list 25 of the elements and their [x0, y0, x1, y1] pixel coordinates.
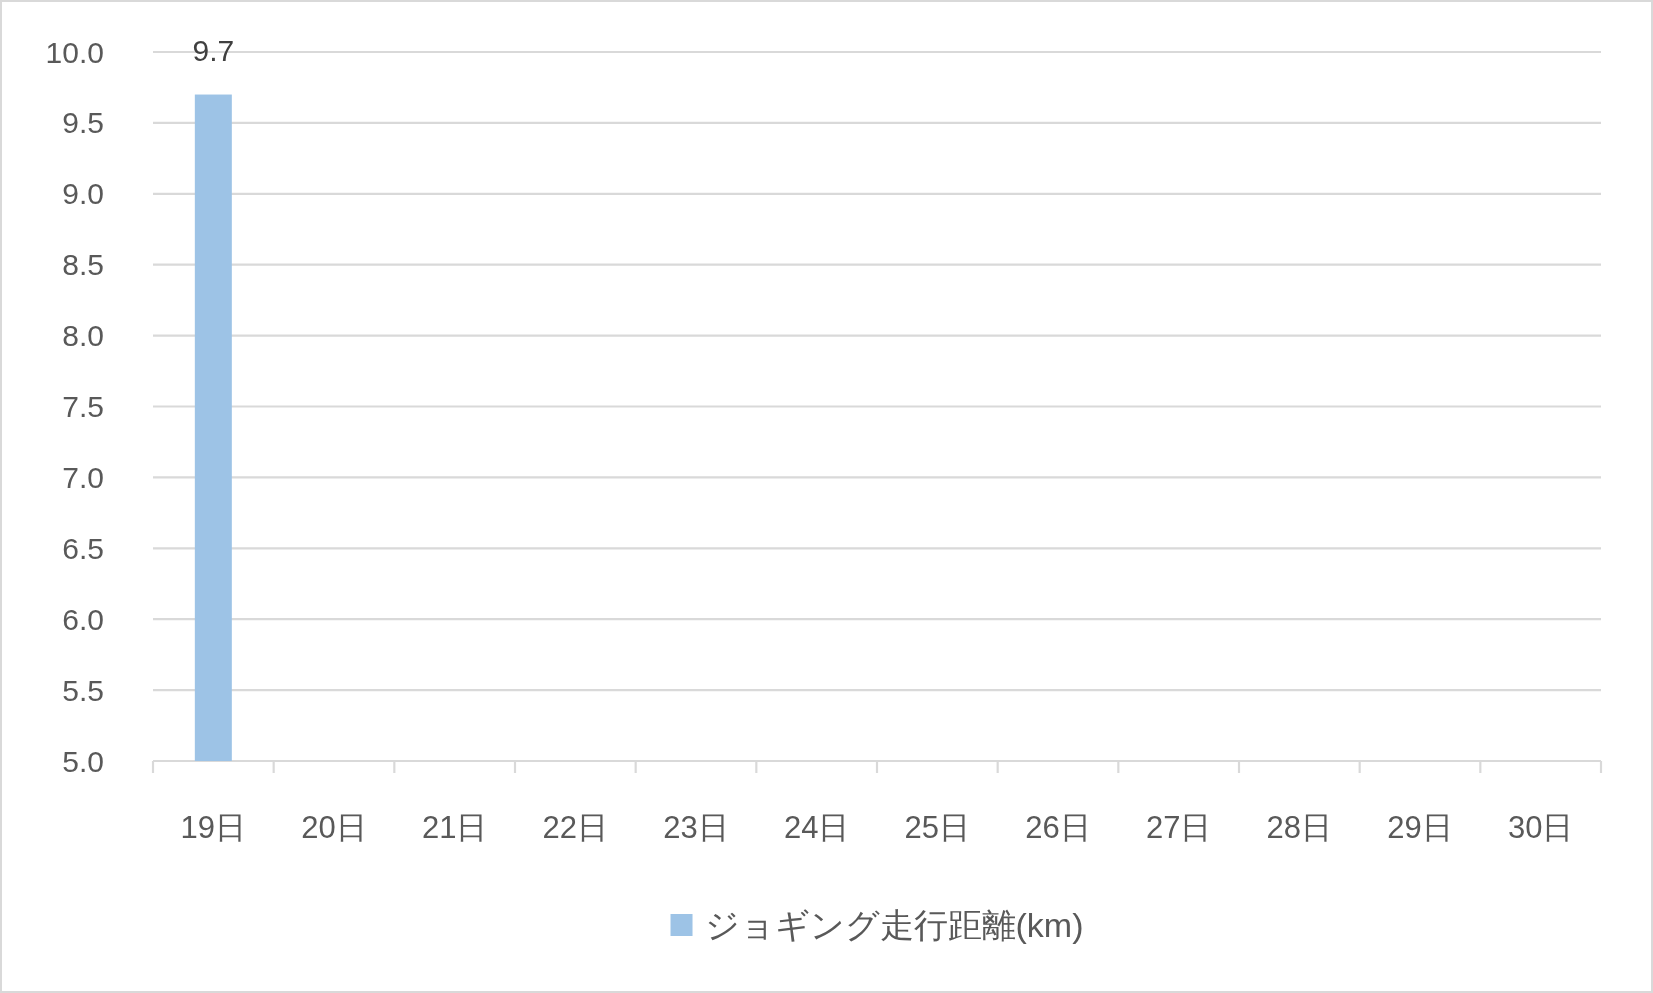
y-tick-label: 9.5: [62, 106, 104, 140]
x-tick-label: 30日: [1507, 810, 1574, 845]
x-tick-label: 26日: [1025, 810, 1091, 845]
y-tick-label: 7.0: [62, 460, 104, 494]
y-tick-label: 7.5: [62, 390, 104, 423]
y-tick-label: 6.0: [62, 602, 104, 636]
x-tick-label: 29日: [1387, 810, 1453, 845]
x-tick-label: 21日: [421, 810, 488, 845]
x-tick-label: 25日: [904, 810, 971, 845]
y-tick-label: 5.5: [62, 673, 104, 707]
x-tick-label: 20日: [301, 810, 367, 845]
data-label: 9.7: [192, 33, 235, 67]
y-tick-label: 9.0: [62, 177, 104, 211]
x-tick-label: 28日: [1266, 810, 1333, 845]
legend-label: ジョギング走行距離(km): [704, 906, 1084, 944]
x-tick-label: 19日: [180, 810, 247, 845]
y-tick-label: 5.0: [62, 744, 104, 778]
y-tick-label: 8.5: [62, 248, 104, 282]
y-tick-label: 10.0: [45, 35, 104, 69]
x-tick-label: 23日: [663, 810, 729, 845]
x-tick-label: 27日: [1145, 810, 1212, 845]
y-tick-label: 8.0: [62, 319, 104, 353]
x-tick-label: 22日: [542, 810, 609, 845]
x-tick-label: 24日: [783, 810, 850, 845]
y-tick-label: 6.5: [62, 531, 104, 565]
